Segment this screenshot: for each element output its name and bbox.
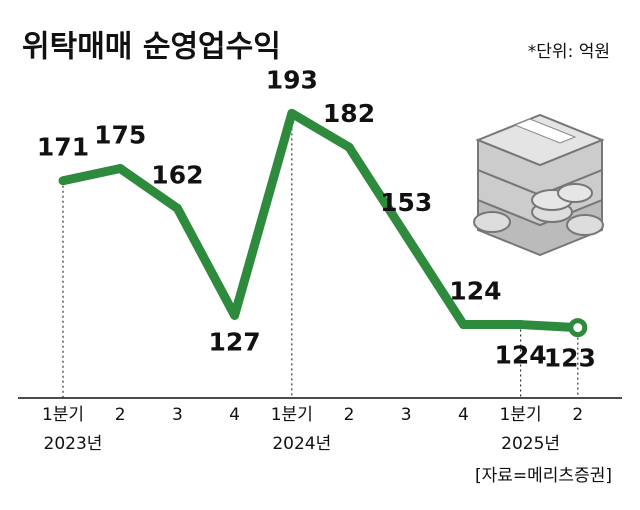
data-label: 124: [495, 341, 547, 370]
point: [230, 310, 240, 320]
line: [62, 108, 579, 333]
point: [401, 231, 411, 241]
data-label: 182: [323, 99, 375, 128]
x-tick-label: 3: [172, 405, 183, 425]
data-label: 127: [209, 327, 261, 356]
end-marker: [568, 318, 588, 338]
point: [458, 320, 468, 330]
source: [자료=메리츠증권]: [475, 466, 612, 486]
data-label: 124: [449, 277, 501, 306]
data-label: 162: [151, 160, 203, 189]
year-label: 2025년: [501, 434, 560, 454]
data-label: 123: [544, 344, 596, 373]
x-tick-label: 3: [401, 405, 412, 425]
data-label: 171: [37, 133, 89, 162]
point: [516, 320, 526, 330]
unit-note: *단위: 억원: [528, 42, 610, 62]
chart-title: 위탁매매 순영업수익: [22, 30, 281, 65]
x-tick-label: 1분기: [271, 405, 313, 425]
data-label: 175: [94, 121, 146, 150]
x-tick-label: 4: [229, 405, 240, 425]
x-tick-label: 2: [344, 405, 355, 425]
point: [344, 142, 354, 152]
x-tick-label: 1분기: [500, 405, 542, 425]
point: [172, 203, 182, 213]
point: [115, 164, 125, 173]
x-tick-label: 4: [458, 405, 469, 425]
money-icon: [473, 113, 605, 257]
data-label: 153: [380, 188, 432, 217]
data-label: 193: [266, 65, 318, 94]
x-tick-label: 2: [572, 405, 583, 425]
year-label: 2023년: [44, 434, 103, 454]
point: [287, 108, 297, 118]
point: [58, 176, 68, 186]
x-tick-label: 2: [115, 405, 126, 425]
year-label: 2024년: [272, 434, 331, 454]
x-tick-label: 1분기: [42, 405, 84, 425]
